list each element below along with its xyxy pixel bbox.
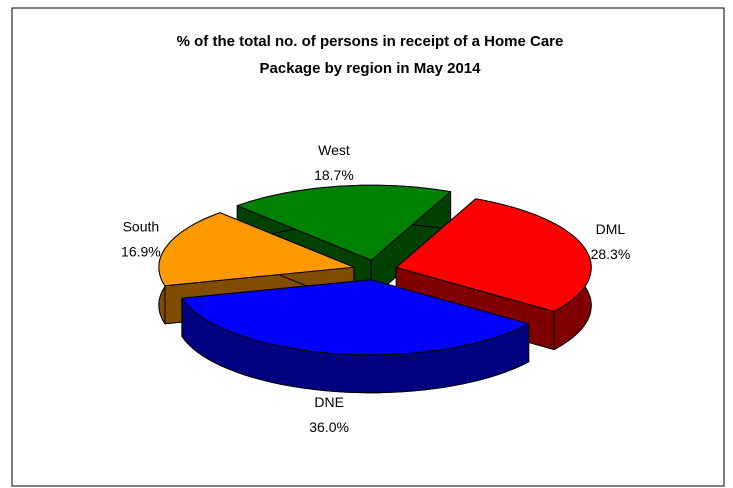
data-label-value: 28.3%: [591, 246, 631, 262]
slice-top: [236, 184, 452, 261]
data-label-name: DML: [596, 221, 626, 237]
data-label-name: West: [318, 142, 350, 158]
slice-top: [181, 279, 530, 356]
chart-title: % of the total no. of persons in receipt…: [176, 33, 564, 77]
slice-top: [395, 198, 592, 312]
data-label-name: DNE: [314, 394, 344, 410]
slice-top: [158, 212, 355, 287]
data-label-value: 16.9%: [121, 244, 161, 260]
data-label-value: 18.7%: [314, 167, 354, 183]
data-label-value: 36.0%: [309, 419, 349, 435]
pie-slice: [181, 279, 530, 394]
data-label-name: South: [123, 219, 160, 235]
